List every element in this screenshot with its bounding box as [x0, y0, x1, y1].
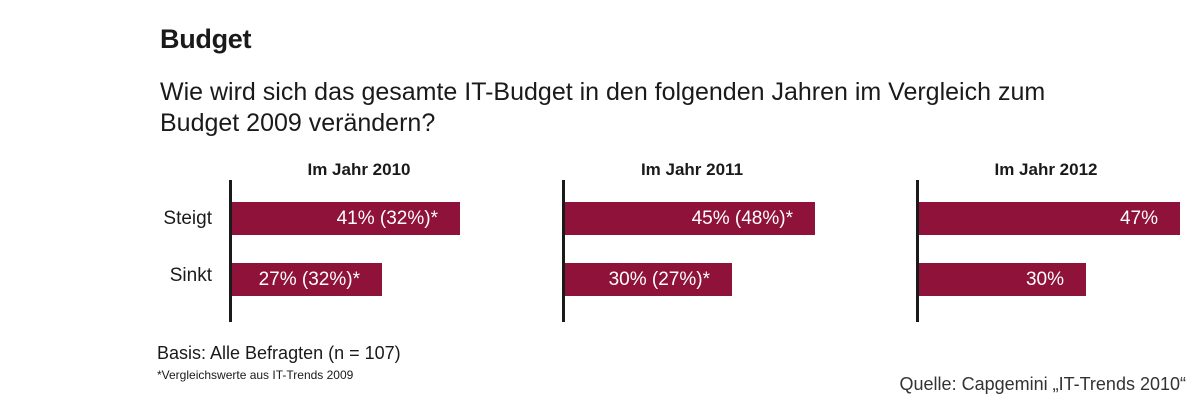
category-label-sinkt: Sinkt: [169, 265, 212, 286]
chart-question: Wie wird sich das gesamte IT-Budget in d…: [160, 78, 1046, 137]
panel-axis-2011: [562, 180, 565, 322]
bar-2010-sinkt: 27% (32%)*: [232, 263, 382, 296]
bar-2010-steigt: 41% (32%)*: [232, 202, 460, 235]
bar-2012-sinkt: 30%: [919, 263, 1086, 296]
category-label-steigt: Steigt: [163, 208, 212, 229]
panel-axis-2012: [916, 180, 919, 322]
panel-title-2011: Im Jahr 2011: [640, 160, 744, 179]
panel-title-2010: Im Jahr 2010: [307, 160, 411, 179]
bar-2011-sinkt: 30% (27%)*: [565, 263, 732, 296]
chart-title: Budget: [160, 24, 252, 54]
bar-2012-steigt: 47%: [919, 202, 1180, 235]
basis-note: Basis: Alle Befragten (n = 107): [157, 343, 401, 363]
panel-title-2012: Im Jahr 2012: [994, 160, 1098, 179]
footnote: *Vergleichswerte aus IT-Trends 2009: [157, 368, 354, 382]
bar-2011-steigt: 45% (48%)*: [565, 202, 815, 235]
panel-axis-2010: [229, 180, 232, 322]
source-note: Quelle: Capgemini „IT-Trends 2010“: [899, 374, 1186, 394]
